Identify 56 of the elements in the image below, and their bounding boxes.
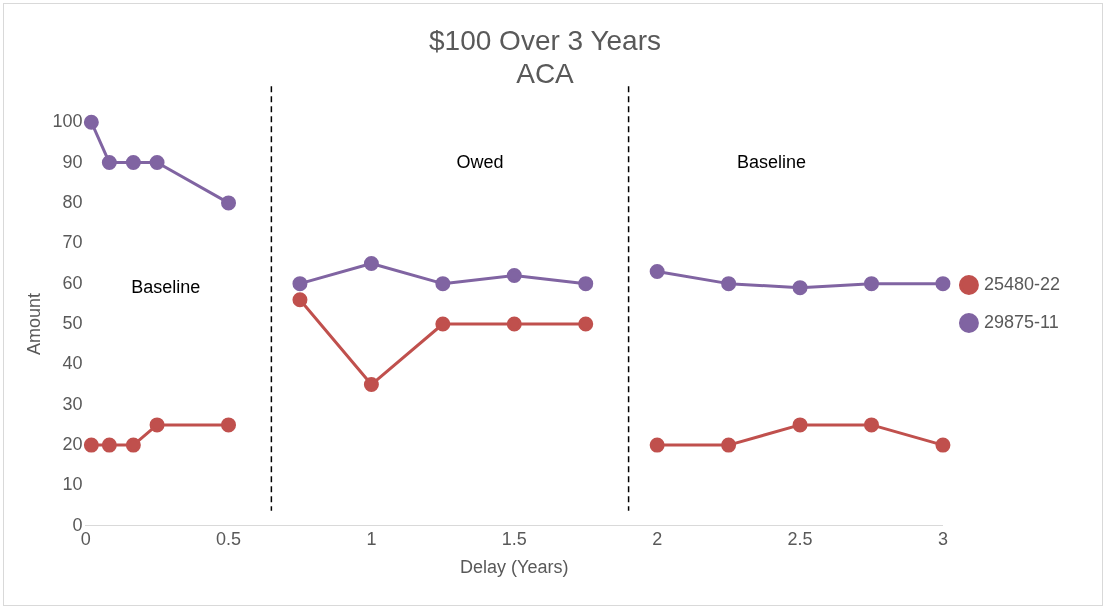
y-tick-label: 100 — [52, 111, 83, 132]
point — [935, 276, 951, 292]
point — [506, 316, 522, 332]
y-tick-label: 10 — [62, 474, 83, 495]
x-tick-label: 1.5 — [501, 528, 527, 549]
point — [863, 276, 879, 292]
point — [363, 377, 379, 393]
point — [149, 155, 165, 171]
x-tick-label: 2.5 — [787, 528, 813, 549]
point — [578, 316, 594, 332]
y-tick-label: 20 — [62, 434, 83, 455]
point — [101, 437, 117, 453]
y-tick-label: 70 — [62, 232, 83, 253]
annotation: Baseline — [736, 151, 806, 172]
point — [649, 437, 665, 453]
legend-label: 25480-22 — [983, 273, 1061, 294]
point — [435, 276, 451, 292]
point — [649, 264, 665, 280]
x-tick-label: 2 — [652, 528, 663, 549]
y-axis-title: Amount — [23, 292, 44, 356]
y-tick-label: 80 — [62, 191, 83, 212]
point — [221, 417, 237, 433]
point — [792, 417, 808, 433]
point — [125, 155, 141, 171]
y-tick-label: 30 — [62, 393, 83, 414]
point — [435, 316, 451, 332]
point — [125, 437, 141, 453]
y-tick-label: 60 — [62, 272, 83, 293]
point — [721, 276, 737, 292]
annotation: Owed — [456, 151, 504, 172]
point — [101, 155, 117, 171]
point — [792, 280, 808, 296]
point — [935, 437, 951, 453]
point — [863, 417, 879, 433]
point — [292, 276, 308, 292]
point — [363, 255, 379, 271]
point — [292, 292, 308, 308]
x-tick-label: 0.5 — [216, 528, 242, 549]
annotation: Baseline — [131, 276, 201, 297]
y-tick-label: 40 — [62, 353, 83, 374]
chart-subtitle: ACA — [516, 58, 575, 90]
point — [83, 114, 99, 130]
point — [221, 195, 237, 211]
x-axis-title: Delay (Years) — [460, 557, 569, 578]
y-tick-label: 90 — [62, 151, 83, 172]
x-tick-label: 3 — [937, 528, 948, 549]
x-tick-label: 1 — [366, 528, 377, 549]
point — [149, 417, 165, 433]
point — [578, 276, 594, 292]
legend-label: 29875-11 — [983, 311, 1059, 332]
y-tick-label: 50 — [62, 312, 83, 333]
point — [721, 437, 737, 453]
chart-title: $100 Over 3 Years — [429, 24, 661, 56]
point — [506, 268, 522, 284]
point — [83, 437, 99, 453]
y-tick-label: 0 — [72, 514, 83, 535]
